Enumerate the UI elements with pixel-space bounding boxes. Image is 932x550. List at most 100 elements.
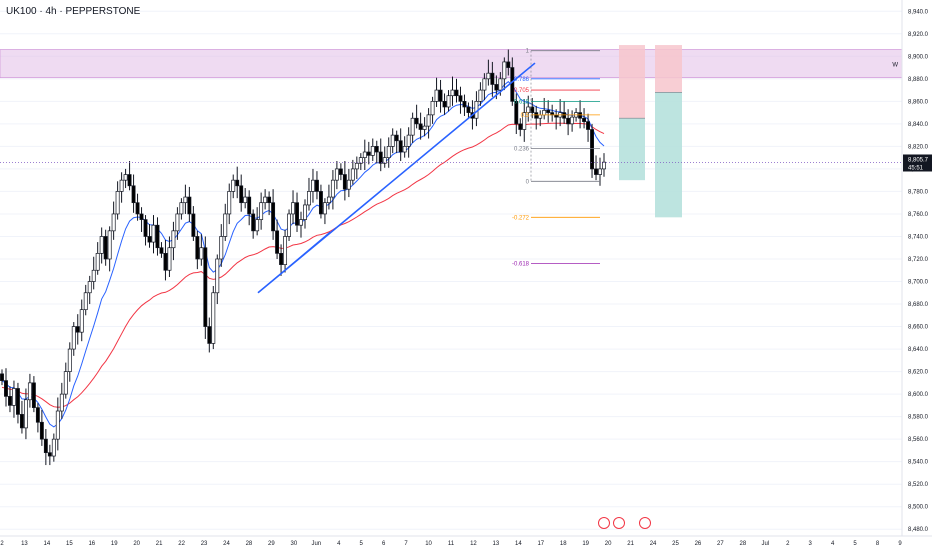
candle-body [462,100,467,108]
candle-body [211,292,216,344]
candle-body [322,202,327,215]
candle-body [247,196,252,215]
candle-body [326,196,331,204]
candle-body [382,157,387,164]
candle-body [163,253,168,271]
candle-body [378,151,383,164]
candle-body [215,258,220,294]
price-tick-label: 8,640.0 [908,347,929,353]
candle-body [251,213,256,232]
time-tick-label: 8 [876,541,880,547]
time-tick-label: 17 [537,541,544,547]
candle-body [15,388,20,415]
fib-level-label: -0.618 [512,261,530,267]
candle-body [430,100,435,116]
price-tick-label: 8,760.0 [908,212,929,218]
candle-body [243,196,248,204]
candle-body [8,396,12,406]
time-tick-label: 13 [21,541,28,547]
time-tick-label: 26 [695,541,702,547]
fib-level-label: 1 [526,49,530,55]
current-price-value: 8,805.7 [908,157,929,163]
candle-body [99,236,104,254]
candle-body [127,174,132,187]
candle-body [374,146,379,153]
price-tick-label: 8,540.0 [908,460,929,466]
candle-body [235,179,240,187]
candle-body [358,157,363,164]
event-marker-icon [613,517,625,529]
candle-body [398,140,403,153]
candle-body [167,247,172,271]
candle-body [578,112,583,119]
candle-body [586,121,591,130]
candle-body [366,151,371,156]
candle-body [63,371,68,395]
candle-body [410,117,415,136]
candle-body [370,146,375,156]
candle-body [426,114,431,127]
event-marker-icon [639,517,651,529]
candle-body [287,213,291,237]
trend-line [257,62,536,294]
time-tick-label: 19 [111,541,118,547]
ema-slow-line [1,122,605,408]
event-marker-icon [598,517,610,529]
price-tick-label: 8,820.0 [908,144,929,150]
candle-body [582,117,587,122]
candle-body [75,326,80,333]
candle-body [115,191,120,215]
time-tick-label: 3 [809,541,813,547]
candle-body [223,213,228,237]
candle-body [538,114,543,119]
candle-body [446,95,451,108]
time-tick-label: 23 [201,541,208,547]
candle-body [263,196,268,204]
time-tick-label: 25 [672,541,679,547]
candle-body [494,84,499,91]
candle-body [307,191,311,206]
candle-body [315,179,319,192]
reward-box [655,92,682,218]
candle-body [83,292,88,311]
candle-body [486,72,491,80]
price-tick-label: 8,500.0 [908,505,929,511]
candle-body [422,125,427,130]
candle-body [67,348,72,372]
time-tick-label: 9 [898,541,902,547]
candle-body [4,380,8,397]
candle-body [259,202,264,220]
candle-body [570,116,575,125]
trend-line-support [257,231,331,294]
candle-body [239,185,244,204]
candle-body [386,146,391,158]
price-tick-label: 8,880.0 [908,77,929,83]
price-tick-label: 8,660.0 [908,325,929,331]
candle-body [566,117,571,125]
candle-body [303,204,307,220]
candle-body [279,253,284,265]
price-tick-label: 8,720.0 [908,257,929,263]
candle-body [510,67,515,102]
candle-body [478,89,483,102]
candle-body [27,382,32,401]
time-tick-label: 11 [448,541,455,547]
candle-body [546,110,551,113]
candle-body [414,117,419,125]
candle-body [598,168,602,175]
price-tick-label: 8,700.0 [908,280,929,286]
time-tick-label: Jun [311,541,321,547]
time-tick-label: 28 [740,541,747,547]
candle-body [283,236,288,265]
candle-body [354,162,359,170]
candle-body [295,202,299,226]
candle-body [203,247,208,327]
candle-body [107,230,112,260]
candle-body [299,219,303,226]
candle-body [318,191,323,215]
time-tick-label: 21 [156,541,163,547]
candle-body [143,219,148,237]
candle-body [418,123,423,130]
candle-body [526,106,531,113]
